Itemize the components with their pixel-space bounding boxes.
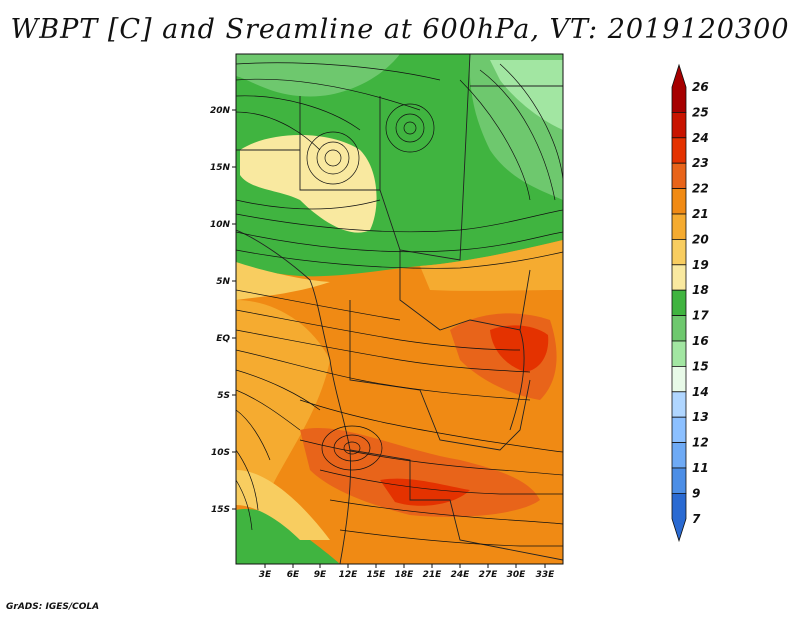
cool-field-east-light (490, 60, 563, 130)
lat-label: 5S (217, 391, 230, 401)
colorbar-segment (671, 442, 687, 469)
colorbar-segment (671, 188, 687, 215)
colorbar-label: 17 (692, 309, 709, 323)
colorbar-segment (671, 416, 687, 444)
lon-label: 27E (479, 570, 499, 580)
colorbar-label: 11 (692, 461, 709, 475)
colorbar-segment (671, 340, 687, 367)
lon-label: 9E (314, 570, 327, 580)
map-frame (235, 53, 564, 565)
colorbar-segment (671, 264, 687, 291)
colorbar-label: 24 (692, 131, 709, 145)
lon-label: 3E (259, 570, 272, 580)
cool-field-sw-light (236, 470, 330, 540)
lat-label: 15S (211, 505, 230, 515)
colorbar-label: 18 (692, 283, 709, 297)
lat-label: 10N (210, 220, 231, 230)
colorbar-segment (671, 315, 687, 342)
boundaries (236, 54, 563, 564)
lat-label: 15N (210, 163, 231, 173)
colorbar-label: 9 (692, 486, 700, 500)
lat-label: EQ (216, 334, 230, 344)
colorbar: 26 25 24 23 22 21 20 19 18 17 16 15 14 13 12 11 9 7 (671, 63, 709, 543)
transition-band-east (420, 240, 563, 291)
lat-label: 5N (216, 277, 230, 287)
moist-pocket-15n (240, 135, 377, 233)
colorbar-label: 16 (692, 334, 709, 348)
cool-field-sw (236, 509, 340, 564)
streamlines (236, 62, 563, 547)
map-title: WBPT [C] and Sreamline at 600hPa, VT: 20… (10, 14, 790, 45)
colorbar-segment (671, 467, 687, 494)
colorbar-label: 7 (692, 512, 701, 526)
lon-label: 30E (507, 570, 527, 580)
colorbar-label: 13 (692, 410, 709, 424)
lat-label: 20N (210, 106, 231, 116)
colorbar-label: 21 (692, 207, 709, 221)
map-area (236, 54, 563, 564)
lat-axis: 20N 15N 10N 5N EQ 5S 10S 15S (210, 106, 236, 515)
colorbar-label: 22 (692, 182, 709, 196)
colorbar-label: 26 (692, 80, 709, 94)
colorbar-label: 23 (692, 156, 709, 170)
hot-patch-east (490, 325, 549, 372)
transition-band (236, 262, 330, 300)
colorbar-segment (671, 162, 687, 189)
west-ocean-field (236, 300, 330, 500)
lon-label: 12E (339, 570, 359, 580)
lat-label: 10S (211, 448, 230, 458)
warm-patch-south (300, 427, 540, 517)
colorbar-label: 15 (692, 359, 709, 373)
lon-axis: 3E 6E 9E 12E 15E 18E 21E 24E 27E 30E 33E (259, 564, 555, 580)
colorbar-segment (671, 238, 687, 266)
lon-label: 6E (287, 570, 300, 580)
hot-patch-south (380, 478, 470, 506)
colorbar-segment (671, 289, 687, 317)
colorbar-segment (671, 365, 687, 393)
colorbar-segment (671, 137, 687, 164)
colorbar-label: 20 (692, 232, 709, 246)
footer-credit: GrADS: IGES/COLA (6, 602, 100, 612)
lon-label: 33E (536, 570, 556, 580)
colorbar-segment (671, 493, 687, 543)
colorbar-segment (671, 213, 687, 240)
colorbar-label: 14 (692, 385, 709, 399)
lon-label: 24E (451, 570, 471, 580)
colorbar-label: 19 (692, 258, 709, 272)
colorbar-segment (671, 63, 687, 113)
colorbar-segment (671, 112, 687, 139)
colorbar-segment (671, 391, 687, 418)
lon-label: 21E (423, 570, 443, 580)
lon-label: 15E (367, 570, 387, 580)
colorbar-label: 12 (692, 436, 709, 450)
lon-label: 18E (395, 570, 415, 580)
colorbar-label: 25 (692, 105, 709, 119)
cool-field-north-light (236, 54, 400, 97)
